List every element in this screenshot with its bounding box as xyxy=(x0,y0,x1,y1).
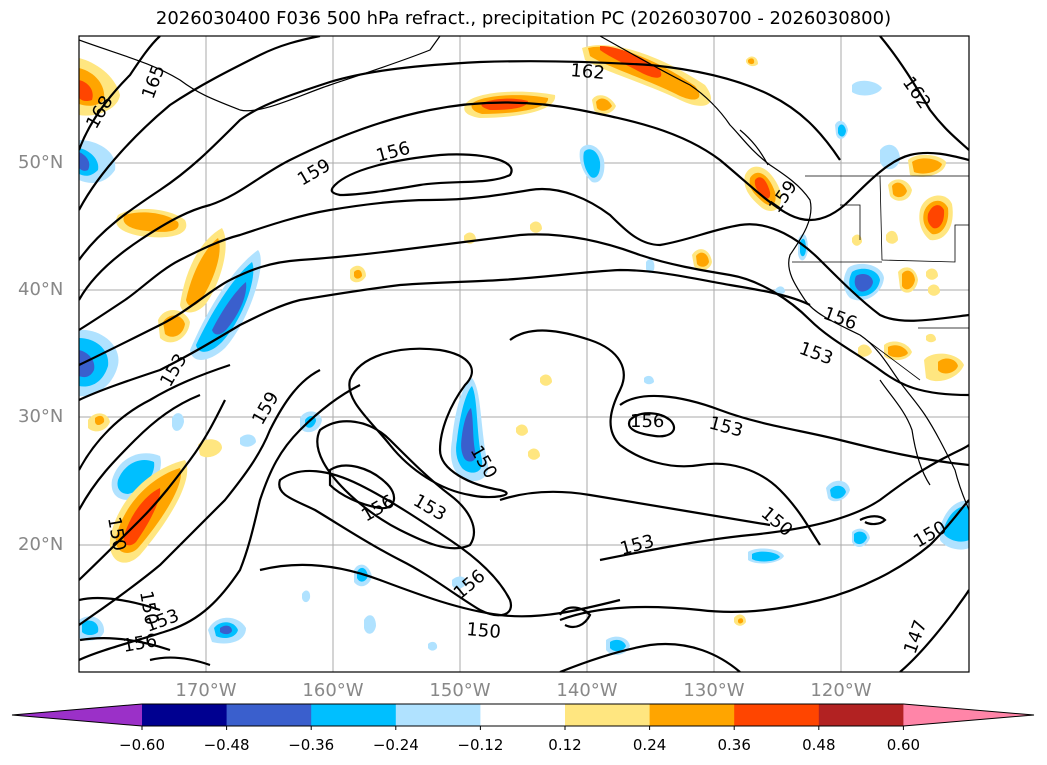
colorbar-segment xyxy=(734,704,820,726)
colorbar-tick-label: 0.48 xyxy=(802,736,836,754)
colorbar-tick-label: −0.36 xyxy=(288,736,335,754)
colorbar-extend-max xyxy=(903,704,1034,726)
colorbar-segment xyxy=(226,704,312,726)
colorbar-tick-label: −0.24 xyxy=(372,736,419,754)
lon-label-140w: 140°W xyxy=(556,680,618,701)
contour-label: 156 xyxy=(630,411,664,432)
colorbar-segment xyxy=(311,704,397,726)
contour-label: 150 xyxy=(466,619,502,643)
lat-label-20n: 20°N xyxy=(18,534,64,555)
colorbar-tick-label: −0.48 xyxy=(203,736,250,754)
colorbar xyxy=(11,703,1035,730)
colorbar-segment xyxy=(565,704,651,726)
contour-label: 162 xyxy=(570,60,606,84)
lon-label-170w: 170°W xyxy=(175,680,237,701)
colorbar-tick-label: 0.36 xyxy=(717,736,751,754)
borders xyxy=(792,175,969,381)
colorbar-segment xyxy=(395,704,481,726)
colorbar-segment xyxy=(142,704,228,726)
colorbar-tick-label: 0.12 xyxy=(548,736,582,754)
colorbar-tick-label: 0.60 xyxy=(886,736,921,754)
lat-label-40n: 40°N xyxy=(18,279,64,300)
colorbar-segment xyxy=(818,704,904,726)
lat-label-50n: 50°N xyxy=(18,152,64,173)
lon-label-130w: 130°W xyxy=(683,680,745,701)
contour-lines xyxy=(79,36,969,672)
plot-area xyxy=(79,36,969,672)
colorbar-segment xyxy=(480,704,566,726)
map-title: 2026030400 F036 500 hPa refract., precip… xyxy=(155,8,892,29)
lon-label-150w: 150°W xyxy=(429,680,491,701)
lat-label-30n: 30°N xyxy=(18,406,64,427)
colorbar-tick-label: −0.60 xyxy=(119,736,165,754)
lon-label-160w: 160°W xyxy=(302,680,364,701)
lon-label-120w: 120°W xyxy=(810,680,872,701)
plot-frame xyxy=(78,35,970,673)
colorbar-segment xyxy=(649,704,735,726)
colorbar-tick-label: 0.24 xyxy=(632,736,667,754)
colorbar-tick-label: −0.12 xyxy=(457,736,504,754)
colorbar-extend-min xyxy=(12,704,142,726)
